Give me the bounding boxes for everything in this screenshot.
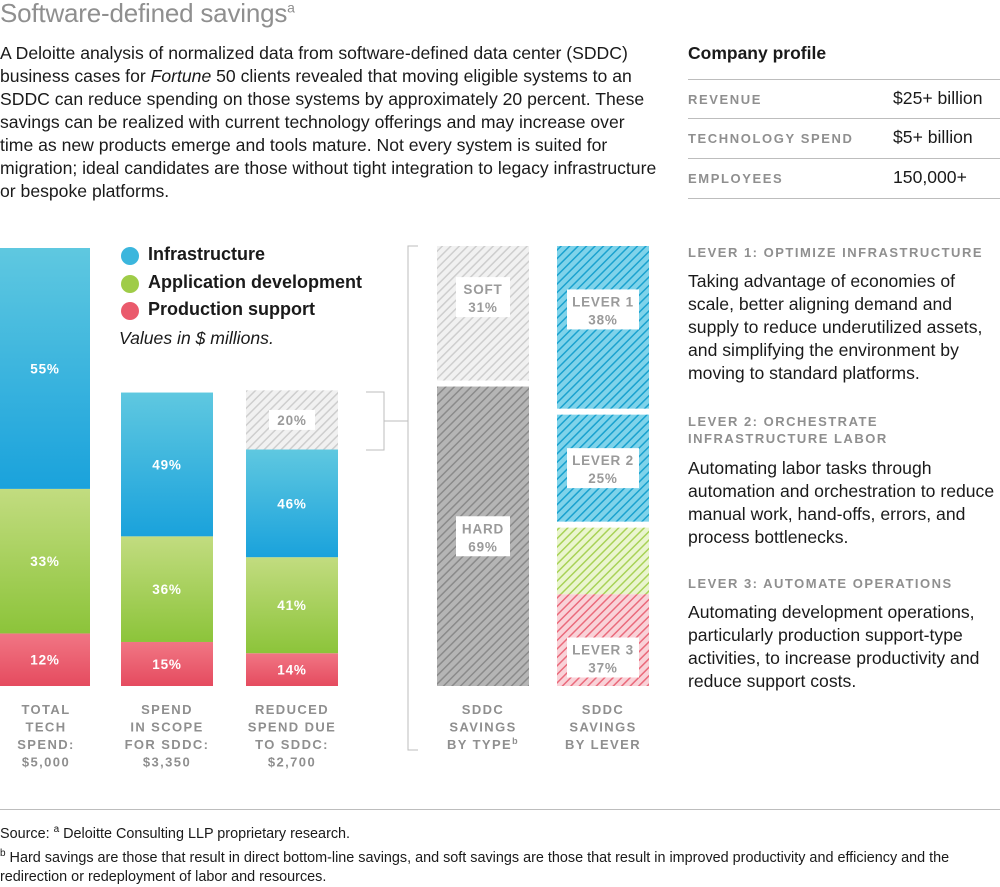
bar-4-name-soft: SOFT (463, 282, 502, 297)
source-note: Source: a Deloitte Consulting LLP propri… (0, 824, 351, 842)
lever-1-title: Lever 1: Optimize infrastructure (688, 245, 984, 260)
legend-units-note: Values in $ millions. (119, 328, 274, 348)
bar-5-name-lever-1: LEVER 1 (572, 294, 634, 309)
bar-1-segment-production-support (0, 633, 90, 686)
bar-2-category-label-line-4: $3,350 (143, 755, 191, 770)
bar-2-category-label-line-1: SPEND (141, 702, 193, 717)
bar-2-segment-production-support (121, 641, 213, 686)
legend-swatch-production-support (121, 302, 139, 320)
bar-5-segment-lever-3-application-part (557, 527, 649, 595)
bar-2-segment-infrastructure (121, 392, 213, 537)
profile-value: $25+ billion (893, 88, 983, 108)
bar-1-category-label-line-1: TOTAL (21, 702, 70, 717)
intro-text-start: A Deloitte analysis of normalized data f… (0, 43, 628, 86)
page-title: Software-defined savingsa (0, 0, 295, 28)
segment-label-box (567, 637, 639, 678)
lever-1-description: Taking advantage of economies of scale, … (688, 271, 983, 383)
bar-3-segment-application-development (246, 557, 338, 654)
bar-3-category-label-line-3: TO SDDC: (255, 737, 329, 752)
bar-2-label-production-support: 15% (152, 657, 181, 672)
bar-5-category-label-line-1: SDDC (582, 702, 624, 717)
lever-2-title: Lever 2: Orchestrate infrastructure labor (688, 414, 888, 446)
bar-5-percent-lever-3: 37% (588, 660, 617, 675)
lever-3-title: Lever 3: Automate operations (688, 576, 953, 591)
bar-3-category-label-line-2: SPEND DUE (248, 720, 336, 735)
bar-4-category-label-line-1: SDDC (462, 702, 504, 717)
footer-divider (0, 809, 1000, 810)
bar-4-percent-soft: 31% (468, 300, 497, 315)
bar-1-category-label-line-3: SPEND: (17, 737, 75, 752)
bar-2-category-label-line-3: FOR SDDC: (125, 737, 210, 752)
bar-1-category-label-line-4: $5,000 (22, 755, 70, 770)
profile-value: $5+ billion (893, 127, 973, 147)
segment-label-box (456, 277, 510, 318)
bar-1-label-production-support: 12% (30, 653, 59, 668)
bar-4-name-hard: HARD (462, 521, 504, 536)
savings-group-bracket (407, 245, 418, 751)
segment-label-box (456, 516, 510, 557)
profile-label: Employees (688, 171, 784, 186)
bar-3-segment-infrastructure (246, 449, 338, 558)
bar-1-segment-application-development (0, 488, 90, 634)
bar-2-category-label-line-2: IN SCOPE (130, 720, 203, 735)
bar-5-percent-lever-1: 38% (588, 312, 617, 327)
legend-swatch-application-development (121, 275, 139, 293)
bar-4-footnote-marker: b (512, 736, 519, 746)
bar-3-label-application-development: 41% (277, 598, 306, 613)
intro-paragraph: A Deloitte analysis of normalized data f… (0, 42, 660, 203)
bar-2-label-application-development: 36% (152, 582, 181, 597)
bar-1-segment-infrastructure (0, 248, 90, 489)
bar-3-category-label-line-1: REDUCED (255, 702, 329, 717)
bar-3-label-production-support: 14% (277, 663, 306, 678)
savings-chart: 12% 33% 55% 15% 36% 49% 14% 41% 46% 20% HARD 69% SOF… (0, 245, 649, 770)
bar-1-category-label-line-2: TECH (26, 720, 67, 735)
bar-1-label-infrastructure: 55% (30, 361, 59, 376)
bar-5-percent-lever-2: 25% (588, 471, 617, 486)
savings-label-box (269, 409, 315, 430)
bar-3-label-infrastructure: 46% (277, 496, 306, 511)
segment-label-box (567, 448, 639, 489)
bars-layer (0, 246, 649, 686)
profile-label: Technology spend (688, 131, 854, 146)
intro-text-end: 50 clients revealed that moving eligible… (0, 66, 657, 201)
bar-4-category-label-line-2: SAVINGS (449, 720, 516, 735)
bar-2-label-infrastructure: 49% (152, 457, 181, 472)
bar-4-category-label-line-3: BY TYPEb (447, 736, 519, 752)
footnote-b: b Hard savings are those that result in … (0, 847, 950, 885)
profile-row-employees: Employees 150,000+ (688, 158, 1000, 199)
lever-2-description: Automating labor tasks through automatio… (688, 458, 995, 547)
lever-3-description: Automating development operations, parti… (688, 602, 980, 691)
bar-3-segment-production-support (246, 653, 338, 686)
company-profile-heading: Company profile (688, 43, 827, 63)
profile-row-revenue: Revenue $25+ billion (688, 79, 1000, 119)
profile-row-technology-spend: Technology spend $5+ billion (688, 118, 1000, 158)
bar-3-category-label-line-4: $2,700 (268, 755, 316, 770)
savings-bracket (366, 391, 385, 451)
bar-5-name-lever-2: LEVER 2 (572, 453, 634, 468)
bar-5-name-lever-3: LEVER 3 (572, 642, 634, 657)
bar-5-category-label-line-2: SAVINGS (569, 720, 636, 735)
bar-5-category-label-line-3: BY LEVER (565, 737, 641, 752)
labels-layer: 12% 33% 55% 15% 36% 49% 14% 41% 46% 20% HARD 69% SOF… (17, 277, 641, 770)
bar-3-savings-label: 20% (277, 413, 306, 428)
intro-italic: Fortune (150, 66, 212, 86)
footer-notes: Source: a Deloitte Consulting LLP propri… (0, 820, 1000, 887)
legend-swatch-infrastructure (121, 247, 139, 265)
bar-1-label-application-development: 33% (30, 554, 59, 569)
profile-label: Revenue (688, 92, 763, 107)
bar-2-segment-application-development (121, 536, 213, 642)
bar-4-percent-hard: 69% (468, 539, 497, 554)
title-footnote-marker: a (287, 0, 295, 16)
profile-value: 150,000+ (893, 167, 967, 187)
segment-label-box (567, 289, 639, 330)
